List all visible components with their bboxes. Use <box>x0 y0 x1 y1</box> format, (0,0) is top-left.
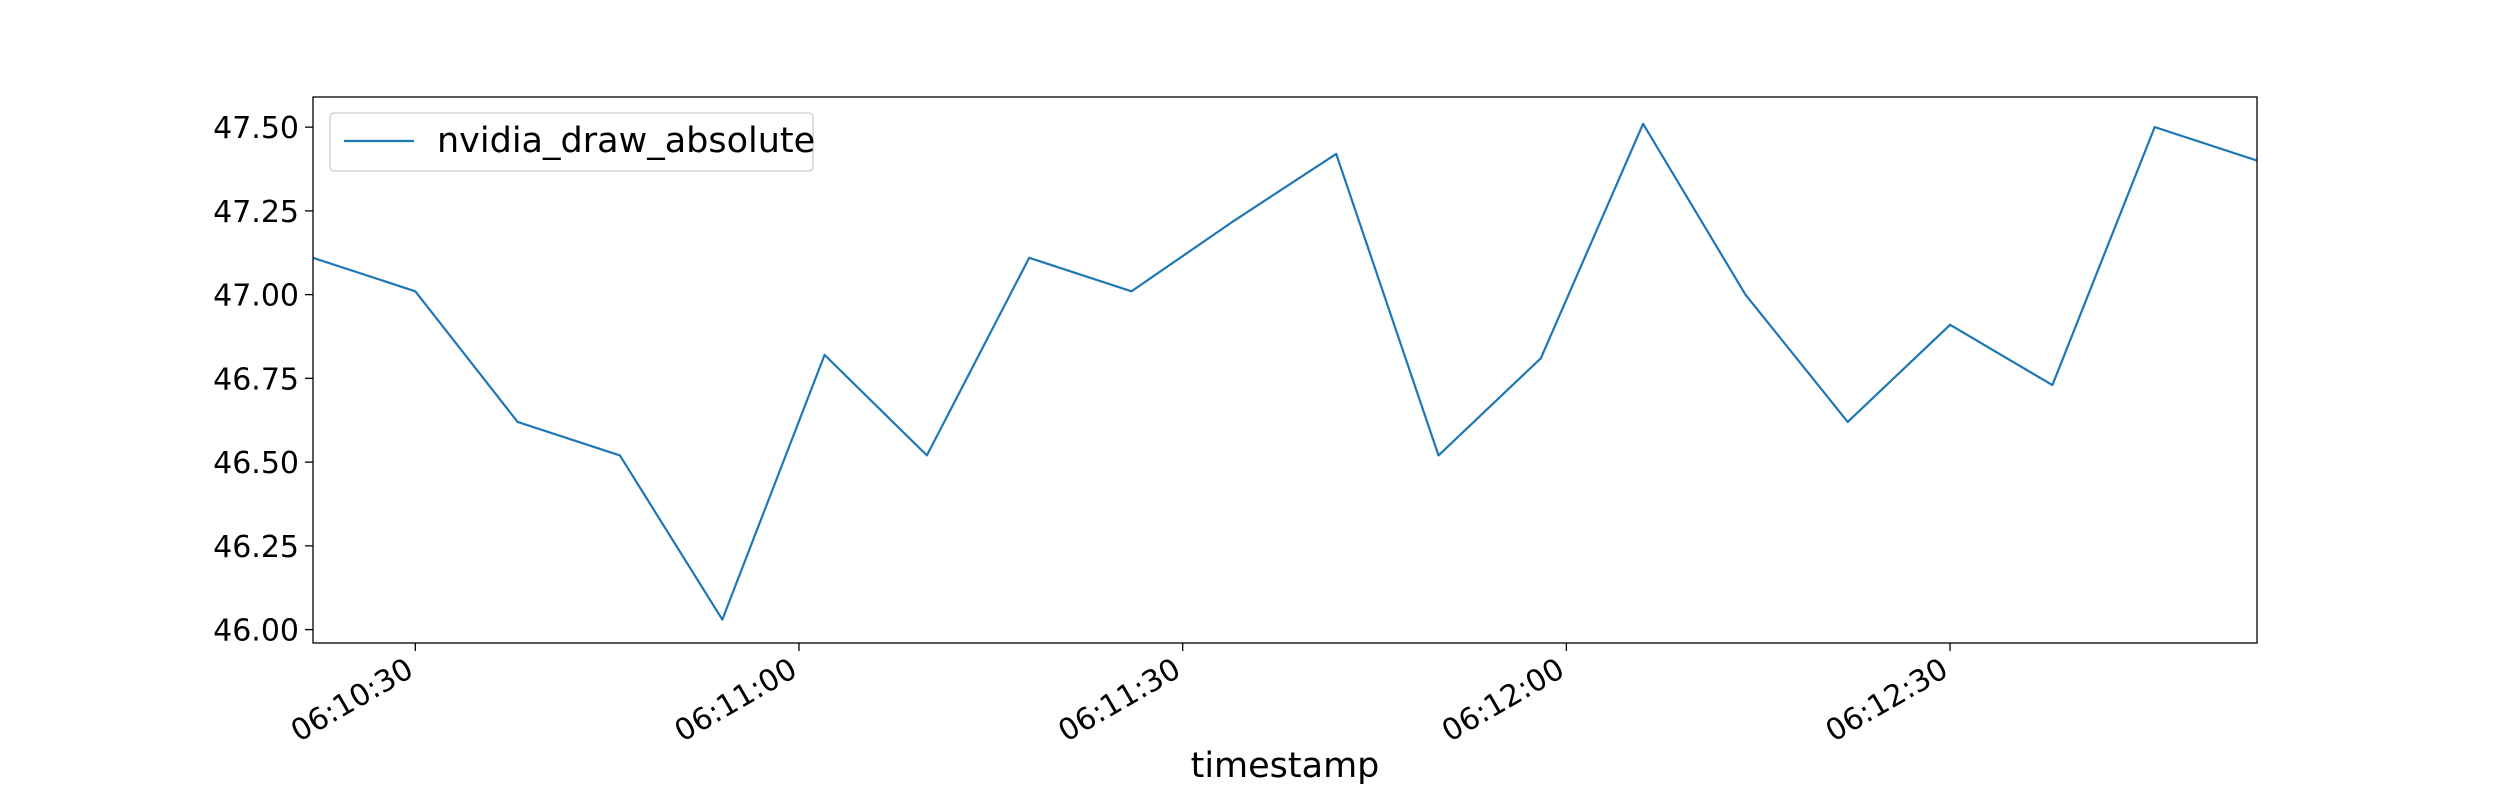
y-tick-label: 46.50 <box>213 446 299 481</box>
plot-frame <box>312 96 2258 644</box>
legend: nvidia_draw_absolute <box>329 112 815 172</box>
plot-background <box>313 97 2257 643</box>
y-tick-label: 47.00 <box>213 279 299 314</box>
y-tick-label: 47.25 <box>213 195 299 230</box>
y-tick-label: 47.50 <box>213 111 299 146</box>
x-tick-label: 06:11:00 <box>669 652 803 750</box>
legend-label: nvidia_draw_absolute <box>437 121 815 161</box>
x-axis-ticks: 06:10:30 06:11:00 06:11:30 06:12:00 06:12:30 <box>285 643 1954 749</box>
y-tick-label: 46.75 <box>213 362 299 397</box>
x-axis-title: timestamp <box>1191 746 1380 786</box>
x-tick-label: 06:12:00 <box>1436 652 1570 750</box>
series-line-nvidia-draw-absolute <box>312 122 2258 621</box>
y-tick-label: 46.00 <box>213 614 299 649</box>
x-tick-label: 06:12:30 <box>1820 652 1954 750</box>
x-tick-label: 06:10:30 <box>285 652 419 750</box>
legend-box <box>329 112 814 172</box>
y-axis-ticks: 46.00 46.25 46.50 46.75 47.00 47.25 47.50 <box>213 111 313 649</box>
x-tick-label: 06:11:30 <box>1052 652 1186 750</box>
y-tick-label: 46.25 <box>213 530 299 565</box>
